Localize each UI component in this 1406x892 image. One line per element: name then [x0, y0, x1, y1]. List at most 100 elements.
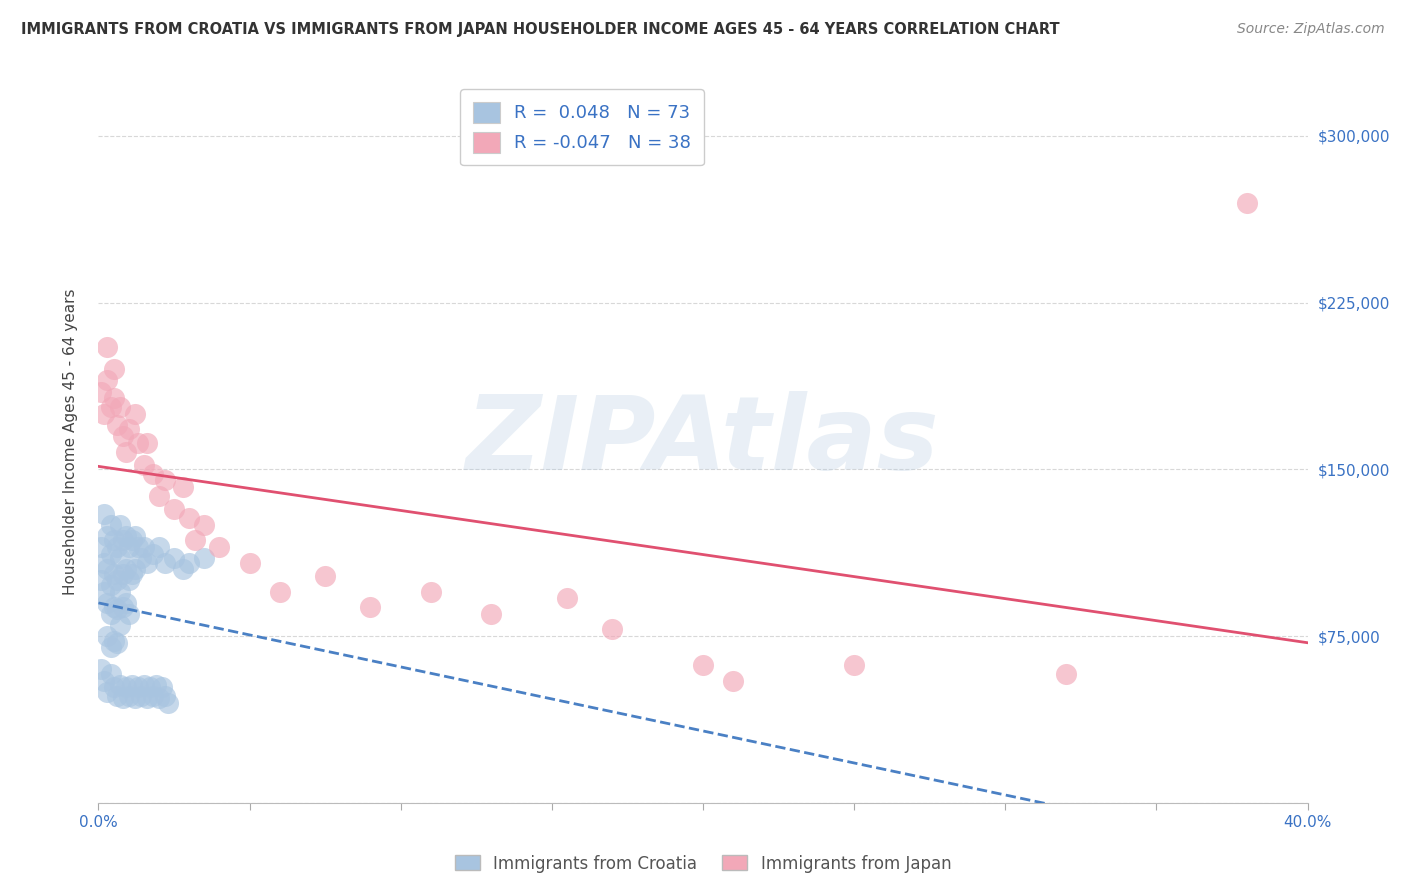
Point	[139, 680, 162, 694]
Point	[124, 407, 146, 421]
Point	[103, 600, 125, 615]
Point	[132, 678, 155, 692]
Point	[105, 574, 128, 588]
Point	[692, 657, 714, 672]
Point	[118, 607, 141, 621]
Point	[1236, 195, 1258, 210]
Point	[163, 551, 186, 566]
Point	[90, 574, 112, 588]
Point	[100, 640, 122, 655]
Legend: R =  0.048   N = 73, R = -0.047   N = 38: R = 0.048 N = 73, R = -0.047 N = 38	[460, 89, 704, 165]
Point	[127, 540, 149, 554]
Point	[314, 569, 336, 583]
Point	[108, 517, 131, 532]
Point	[100, 607, 122, 621]
Point	[172, 562, 194, 576]
Point	[145, 678, 167, 692]
Point	[111, 566, 134, 581]
Point	[156, 696, 179, 710]
Point	[132, 458, 155, 472]
Point	[420, 584, 443, 599]
Point	[105, 540, 128, 554]
Point	[142, 547, 165, 561]
Point	[723, 673, 745, 688]
Point	[269, 584, 291, 599]
Point	[121, 678, 143, 692]
Point	[100, 400, 122, 414]
Point	[103, 391, 125, 405]
Point	[239, 556, 262, 570]
Point	[148, 691, 170, 706]
Point	[481, 607, 503, 621]
Point	[114, 562, 136, 576]
Point	[148, 489, 170, 503]
Point	[1054, 666, 1077, 681]
Point	[90, 384, 112, 399]
Point	[100, 547, 122, 561]
Point	[96, 529, 118, 543]
Point	[208, 540, 231, 554]
Point	[127, 680, 149, 694]
Text: ZIPAtlas: ZIPAtlas	[467, 391, 939, 492]
Point	[153, 689, 176, 703]
Point	[103, 680, 125, 694]
Point	[111, 429, 134, 443]
Point	[127, 435, 149, 450]
Point	[360, 600, 382, 615]
Point	[103, 362, 125, 376]
Point	[96, 373, 118, 387]
Point	[108, 551, 131, 566]
Point	[135, 556, 157, 570]
Point	[118, 422, 141, 436]
Point	[114, 444, 136, 458]
Point	[129, 551, 152, 566]
Point	[121, 566, 143, 581]
Point	[103, 533, 125, 548]
Point	[121, 533, 143, 548]
Point	[179, 511, 201, 525]
Y-axis label: Householder Income Ages 45 - 64 years: Householder Income Ages 45 - 64 years	[63, 288, 77, 595]
Point	[132, 540, 155, 554]
Point	[142, 467, 165, 481]
Point	[105, 689, 128, 703]
Point	[108, 584, 131, 599]
Point	[100, 578, 122, 592]
Point	[111, 533, 134, 548]
Point	[103, 566, 125, 581]
Point	[93, 507, 115, 521]
Point	[108, 678, 131, 692]
Point	[193, 551, 215, 566]
Point	[150, 680, 173, 694]
Point	[93, 407, 115, 421]
Point	[148, 540, 170, 554]
Point	[105, 417, 128, 432]
Point	[124, 691, 146, 706]
Point	[163, 502, 186, 516]
Point	[135, 435, 157, 450]
Point	[114, 529, 136, 543]
Point	[114, 596, 136, 610]
Point	[96, 684, 118, 698]
Point	[90, 662, 112, 676]
Point	[108, 618, 131, 632]
Point	[153, 474, 176, 488]
Point	[96, 562, 118, 576]
Point	[555, 591, 578, 606]
Point	[118, 540, 141, 554]
Point	[100, 666, 122, 681]
Point	[111, 600, 134, 615]
Point	[129, 689, 152, 703]
Point	[93, 584, 115, 599]
Point	[172, 480, 194, 494]
Text: IMMIGRANTS FROM CROATIA VS IMMIGRANTS FROM JAPAN HOUSEHOLDER INCOME AGES 45 - 64: IMMIGRANTS FROM CROATIA VS IMMIGRANTS FR…	[21, 22, 1060, 37]
Point	[93, 556, 115, 570]
Point	[602, 623, 624, 637]
Point	[184, 533, 207, 548]
Point	[105, 636, 128, 650]
Point	[118, 689, 141, 703]
Point	[124, 562, 146, 576]
Point	[103, 633, 125, 648]
Point	[93, 673, 115, 688]
Text: Source: ZipAtlas.com: Source: ZipAtlas.com	[1237, 22, 1385, 37]
Point	[96, 596, 118, 610]
